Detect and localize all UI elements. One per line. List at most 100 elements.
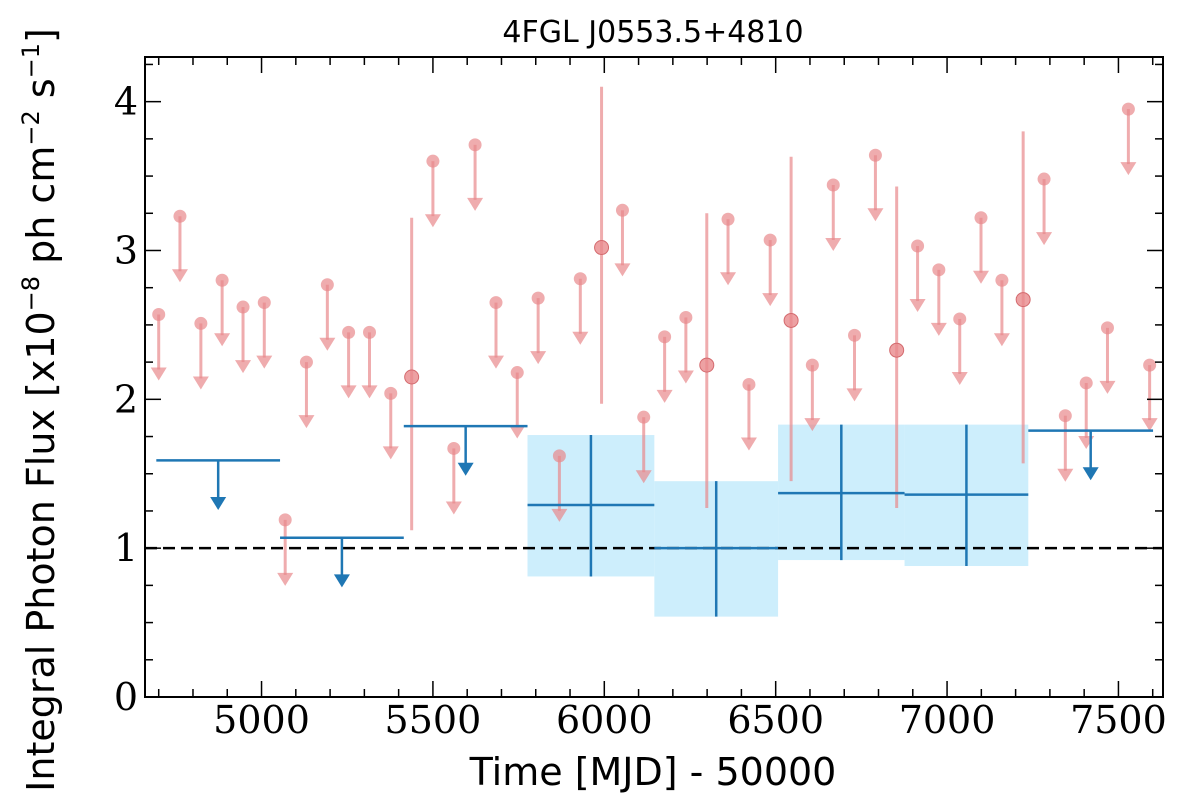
upper-limit-arrow-head (340, 385, 357, 399)
long-bin-upper-limits (156, 424, 1154, 588)
upper-limit-point (658, 330, 672, 344)
long-upper-limit-head (333, 574, 350, 588)
upper-limit-arrow-head (614, 263, 631, 277)
upper-limit-arrow-head (930, 322, 947, 336)
upper-limit-point (236, 300, 250, 314)
upper-limit-point (384, 386, 398, 400)
upper-limit-point (974, 211, 988, 225)
y-tick-labels: 0 1 2 3 4 (114, 80, 138, 719)
short-bin-upper-limits (150, 102, 1158, 586)
y-tick-label: 0 (114, 675, 138, 719)
upper-limit-arrow-head (572, 331, 589, 345)
upper-limit-arrow-head (487, 355, 504, 369)
upper-limit-arrow-head (762, 293, 779, 307)
detection-point (699, 357, 715, 373)
upper-limit-arrow-head (1099, 380, 1116, 394)
upper-limit-point (932, 263, 946, 277)
upper-limit-point (911, 239, 925, 253)
upper-limit-point (1100, 321, 1114, 335)
chart-title: 4FGL J0553.5+4810 (502, 15, 803, 50)
upper-limit-arrow-head (677, 370, 694, 384)
upper-limit-arrow-head (740, 437, 757, 451)
upper-limit-arrow-head (720, 272, 737, 286)
upper-limit-point (995, 273, 1009, 287)
upper-limit-point (679, 310, 693, 324)
upper-limit-arrow-head (804, 418, 821, 432)
x-tick-label: 5000 (213, 698, 310, 742)
y-axis-label: Integral Photon Flux [x10−8 ph cm−2 s−1] (17, 28, 63, 792)
upper-limit-arrow-head (846, 388, 863, 402)
upper-limit-point (615, 203, 629, 217)
detection-point (594, 240, 610, 256)
upper-limit-arrow-head (319, 337, 336, 351)
upper-limit-point (173, 209, 187, 223)
upper-limit-arrow-head (445, 501, 462, 515)
upper-limit-point (342, 325, 356, 339)
upper-limit-arrow-head (214, 333, 231, 347)
upper-limit-arrow-head (656, 389, 673, 403)
upper-limit-point (721, 212, 735, 226)
upper-limit-point (278, 513, 292, 527)
long-bin-detections (527, 424, 1029, 617)
x-tick-labels: 5000 5500 6000 6500 7000 7500 (213, 698, 1167, 742)
long-upper-limit-head (457, 462, 474, 476)
upper-limit-point (1121, 102, 1135, 116)
upper-limit-arrow-head (825, 238, 842, 252)
upper-limit-point (194, 316, 208, 330)
x-tick-label: 6000 (556, 698, 653, 742)
y-tick-label: 3 (114, 228, 138, 272)
x-tick-label: 7000 (899, 698, 996, 742)
upper-limit-arrow-head (150, 367, 167, 381)
upper-limit-arrow-head (993, 333, 1010, 347)
short-bin-detections (404, 86, 1031, 531)
upper-limit-point (1058, 409, 1072, 423)
upper-limit-arrow-head (972, 270, 989, 284)
upper-limit-arrow-head (867, 208, 884, 222)
y-tick-label: 1 (114, 526, 138, 570)
y-tick-label: 2 (114, 377, 138, 421)
detection-point (1015, 292, 1031, 308)
upper-limit-point (320, 278, 334, 292)
upper-limit-point (1079, 376, 1093, 390)
upper-limit-point (1143, 358, 1157, 372)
detection-point (404, 369, 420, 385)
x-tick-label: 7500 (1070, 698, 1167, 742)
upper-limit-point (489, 296, 503, 310)
upper-limit-point (468, 138, 482, 152)
upper-limit-point (447, 441, 461, 455)
upper-limit-arrow-head (951, 371, 968, 385)
x-axis-label: Time [MJD] - 50000 (469, 750, 837, 794)
axis-ticks (145, 57, 1163, 698)
upper-limit-arrow-head (424, 214, 441, 228)
upper-limit-arrow-head (192, 376, 209, 390)
upper-limit-point (152, 307, 166, 321)
upper-limit-point (426, 154, 440, 168)
confidence-bands (527, 424, 1029, 617)
upper-limit-point (637, 410, 651, 424)
long-upper-limit-head (210, 497, 227, 510)
detection-point (783, 312, 799, 328)
upper-limit-arrow-head (277, 572, 294, 586)
long-upper-limit-head (1082, 467, 1099, 481)
upper-limit-arrow-head (235, 360, 252, 374)
upper-limit-arrow-head (467, 197, 484, 211)
upper-limit-point (742, 377, 756, 391)
upper-limit-arrow-head (1120, 162, 1137, 176)
upper-limit-point (531, 291, 545, 305)
upper-limit-arrow-head (509, 425, 526, 439)
upper-limit-arrow-head (530, 351, 547, 365)
detection-point (889, 342, 905, 358)
upper-limit-point (1037, 172, 1051, 186)
upper-limit-point (573, 272, 587, 286)
upper-limit-point (510, 366, 524, 380)
upper-limit-point (552, 449, 566, 463)
upper-limit-arrow-head (551, 508, 568, 522)
upper-limit-arrow-head (256, 355, 273, 369)
y-tick-label: 4 (114, 80, 138, 124)
upper-limit-point (805, 358, 819, 372)
upper-limit-arrow-head (635, 470, 652, 484)
upper-limit-arrow-head (1036, 232, 1053, 246)
plot-frame (144, 56, 1164, 698)
upper-limit-arrow-head (909, 299, 926, 313)
